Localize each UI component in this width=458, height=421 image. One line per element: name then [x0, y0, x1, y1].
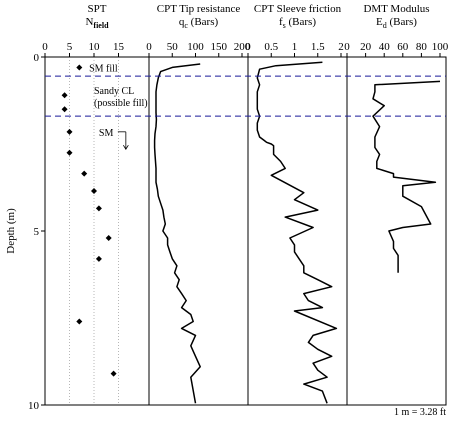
dmt-x-tick-label: 80: [416, 41, 428, 53]
spt-x-tick-label: 10: [89, 41, 101, 53]
spt-data-point: [66, 149, 73, 156]
spt-data-point: [91, 187, 97, 194]
cpt-tip-x-tick-label: 0: [146, 41, 152, 53]
cpt-tip-x-tick-label: 50: [167, 41, 179, 53]
spt-data-point: [61, 92, 68, 99]
spt-data-point: [61, 106, 68, 113]
spt-data-point: [95, 255, 102, 262]
soil-annotation: (possible fill): [94, 98, 148, 109]
cpt-sleeve-title: CPT Sleeve friction: [254, 3, 342, 15]
y-axis-label: Depth (m): [5, 208, 17, 254]
cpt-tip-x-tick-label: 200: [234, 41, 251, 53]
cpt-tip-x-tick-label: 150: [211, 41, 228, 53]
dmt-title: DMT Modulus: [363, 3, 429, 15]
spt-x-tick-label: 5: [67, 41, 73, 53]
spt-data-point: [95, 205, 102, 212]
cpt-tip-x-tick-label: 100: [187, 41, 204, 53]
y-tick-label: 5: [34, 226, 40, 238]
spt-data-point: [110, 370, 117, 377]
spt-x-tick-label: 15: [113, 41, 125, 53]
cpt-sleeve-x-tick-label: 0: [245, 41, 251, 53]
spt-data-point: [105, 234, 112, 241]
overlay-group: [45, 75, 446, 117]
scale-note: 1 m = 3.28 ft: [394, 407, 446, 418]
cpt-tip-title: CPT Tip resistance: [157, 3, 241, 15]
dmt-x-tick-label: 0: [344, 41, 350, 53]
y-tick-label: 10: [28, 400, 40, 412]
cpt-sleeve-x-tick-label: 1: [292, 41, 298, 53]
cpt-sleeve-series-line: [256, 61, 338, 404]
dmt-series-line: [372, 80, 441, 273]
sm-arrow-head: [123, 145, 129, 150]
dmt-x-tick-label: 100: [432, 41, 449, 53]
dmt-x-tick-label: 20: [360, 41, 372, 53]
spt-title: SPT: [88, 3, 107, 15]
spt-data-point: [81, 170, 88, 177]
dmt-x-tick-label: 40: [379, 41, 391, 53]
cpt-tip-subtitle: qc (Bars): [179, 16, 219, 30]
spt-data-point: [76, 318, 83, 325]
cpt-tip-series-line: [153, 63, 201, 404]
dmt-frame: [346, 56, 447, 406]
y-tick-label: 0: [34, 52, 40, 64]
spt-data-point: [66, 128, 73, 135]
soil-annotation: Sandy CL: [94, 86, 134, 97]
cpt-sleeve-x-tick-label: 2: [338, 41, 344, 53]
dmt-x-tick-label: 60: [397, 41, 409, 53]
soil-annotation: SM: [99, 128, 114, 139]
spt-subtitle: Nfield: [85, 16, 109, 30]
cpt-sleeve-x-tick-label: 1.5: [311, 41, 325, 53]
spt-data-point: [76, 64, 83, 71]
cpt-sleeve-subtitle: fs (Bars): [279, 16, 316, 30]
dmt-subtitle: Ed (Bars): [376, 16, 417, 30]
soil-annotation: SM fill: [89, 63, 118, 74]
spt-x-tick-label: 0: [42, 41, 48, 53]
cpt-sleeve-x-tick-label: 0.5: [264, 41, 278, 53]
